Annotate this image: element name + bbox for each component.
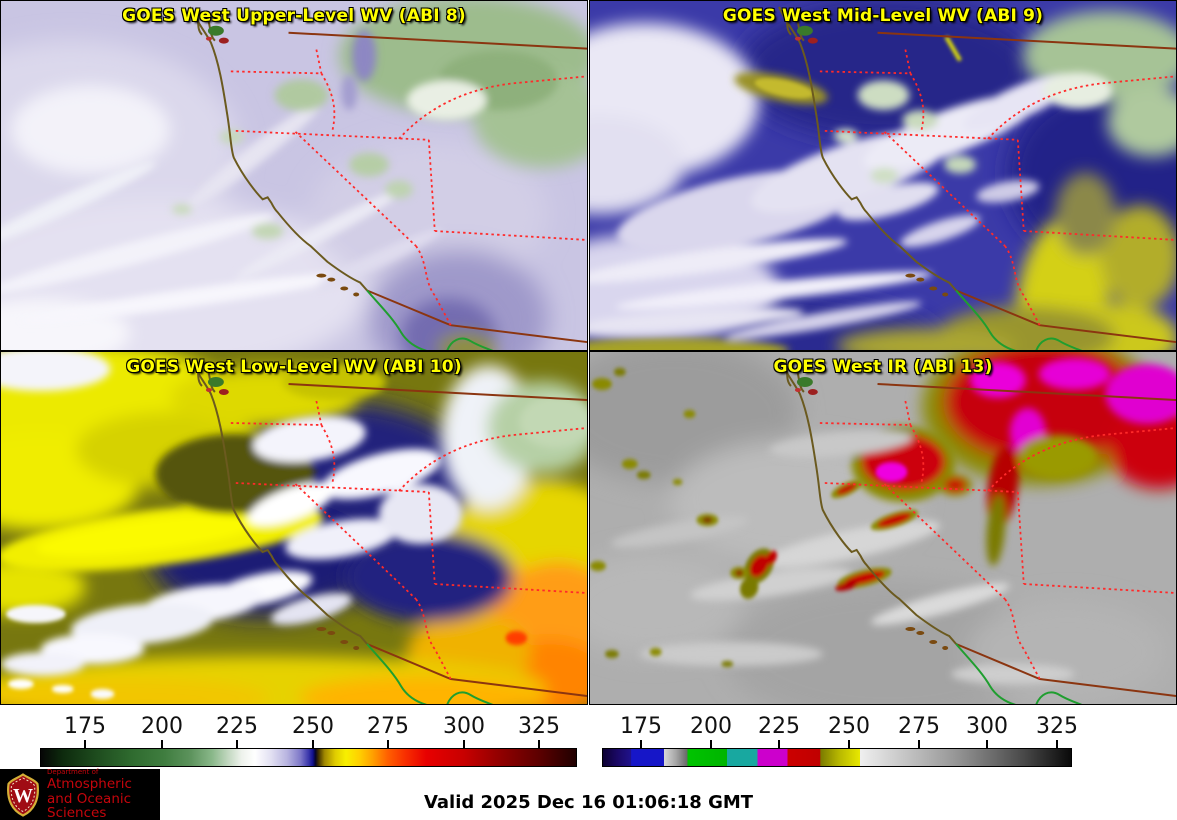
panel-low-level-wv: GOES West Low-Level WV (ABI 10) [0, 351, 588, 705]
panel-ir: GOES West IR (ABI 13) [589, 351, 1177, 705]
wv-tick-label: 250 [292, 714, 334, 739]
ir-tick-label: 175 [620, 714, 662, 739]
ir-tick-label: 225 [758, 714, 800, 739]
ir-tick-label: 275 [898, 714, 940, 739]
logo-line2: and Oceanic Sciences [47, 790, 132, 820]
wv-tick-label: 225 [216, 714, 258, 739]
wv-tick-label: 200 [141, 714, 183, 739]
satellite-image-mid-level-wv [590, 1, 1176, 350]
ir-tick-label: 300 [966, 714, 1008, 739]
ir-tick-label: 200 [690, 714, 732, 739]
ir-tickmark [710, 740, 712, 748]
uw-crest-icon: W [7, 772, 39, 817]
panel-upper-level-wv: GOES West Upper-Level WV (ABI 8) [0, 0, 588, 351]
wv-temperature-colorbar [40, 748, 577, 767]
wv-tick-label: 325 [518, 714, 560, 739]
wv-tick-label: 300 [443, 714, 485, 739]
ir-tickmark [778, 740, 780, 748]
panel-mid-level-wv: GOES West Mid-Level WV (ABI 9) [589, 0, 1177, 351]
panel-title-mid-level-wv: GOES West Mid-Level WV (ABI 9) [722, 6, 1044, 26]
wv-tick-label: 175 [64, 714, 106, 739]
ir-tickmark [918, 740, 920, 748]
wv-tick-label: 275 [367, 714, 409, 739]
logo-dept-line: Department of [47, 768, 99, 777]
wv-tickmark [463, 740, 465, 748]
ir-temperature-colorbar [602, 748, 1072, 767]
wv-tickmark [236, 740, 238, 748]
satellite-image-upper-level-wv [1, 1, 587, 350]
ir-tickmark [986, 740, 988, 748]
satellite-image-ir [590, 352, 1176, 704]
logo-line1: Atmospheric [47, 776, 132, 793]
ir-tickmark [1056, 740, 1058, 748]
valid-time: Valid 2025 Dec 16 01:06:18 GMT [423, 792, 754, 813]
panel-title-low-level-wv: GOES West Low-Level WV (ABI 10) [126, 357, 462, 377]
panel-title-upper-level-wv: GOES West Upper-Level WV (ABI 8) [122, 6, 466, 26]
ir-tickmark [848, 740, 850, 748]
uw-aos-logo[interactable]: W Department of Atmospheric and Oceanic … [0, 768, 160, 820]
satellite-image-low-level-wv [1, 352, 587, 704]
wv-tickmark [312, 740, 314, 748]
panel-title-ir: GOES West IR (ABI 13) [773, 357, 993, 377]
svg-text:W: W [13, 785, 33, 807]
wv-tickmark [84, 740, 86, 748]
logo-text: Department of Atmospheric and Oceanic Sc… [47, 768, 160, 820]
wv-tickmark [161, 740, 163, 748]
ir-tick-label: 250 [828, 714, 870, 739]
ir-tick-label: 325 [1036, 714, 1078, 739]
wv-tickmark [387, 740, 389, 748]
ir-tickmark [640, 740, 642, 748]
wv-tickmark [538, 740, 540, 748]
